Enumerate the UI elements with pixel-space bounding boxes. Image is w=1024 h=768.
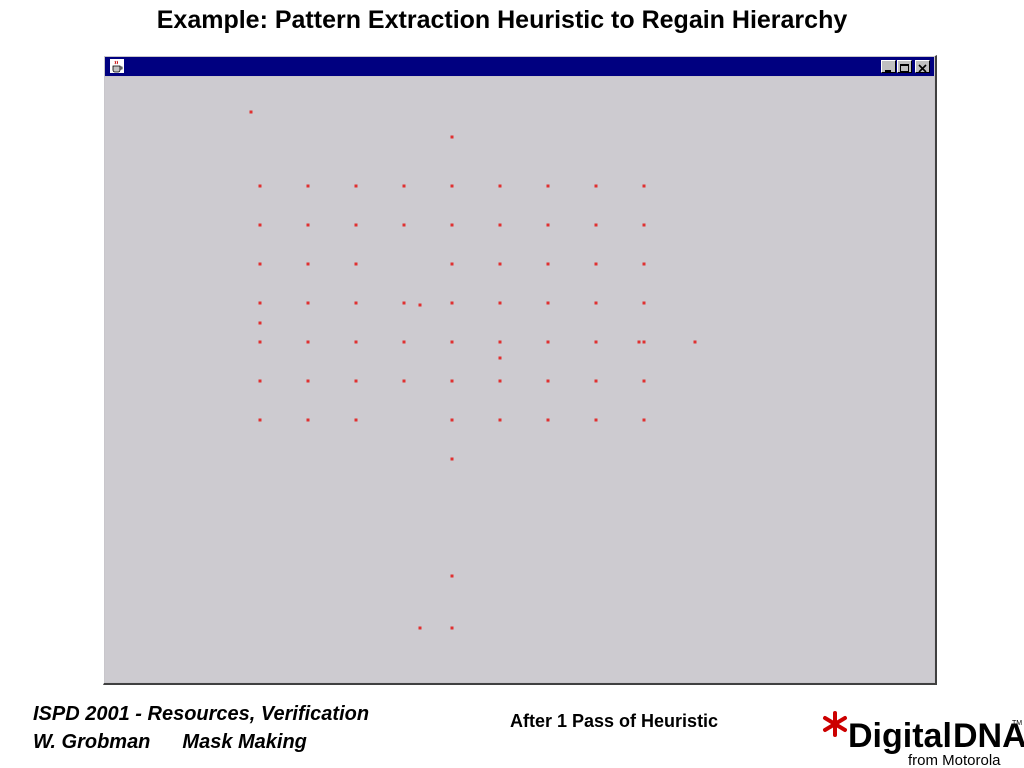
plot-point [402, 340, 406, 344]
plot-point [249, 110, 253, 114]
plot-point [354, 418, 358, 422]
plot-point [594, 262, 598, 266]
plot-point [258, 321, 262, 325]
plot-point [258, 184, 262, 188]
minimize-button[interactable] [881, 60, 896, 73]
plot-point [402, 301, 406, 305]
plot-point [418, 626, 422, 630]
plot-point [450, 340, 454, 344]
plot-point [594, 301, 598, 305]
java-coffee-icon[interactable] [109, 58, 125, 74]
plot-point [450, 301, 454, 305]
plot-point [258, 301, 262, 305]
plot-point [642, 301, 646, 305]
footer-conference: ISPD 2001 - Resources, Verification [33, 703, 370, 725]
drawing-canvas[interactable] [105, 77, 934, 682]
plot-point [594, 418, 598, 422]
plot-point [258, 223, 262, 227]
plot-point [693, 340, 697, 344]
footer-author: W. Grobman [33, 731, 151, 753]
plot-point [450, 626, 454, 630]
plot-point [258, 262, 262, 266]
slide-title: Example: Pattern Extraction Heuristic to… [156, 6, 848, 34]
logo-tm-text: TM [1012, 720, 1022, 727]
plot-point [450, 262, 454, 266]
plot-point [450, 223, 454, 227]
plot-point [594, 223, 598, 227]
plot-point [546, 184, 550, 188]
digital-dna-logo: Digital DNA TM from Motorola [823, 711, 1024, 768]
plot-point [498, 184, 502, 188]
plot-point [546, 223, 550, 227]
plot-point [642, 418, 646, 422]
plot-point [306, 340, 310, 344]
plot-point [498, 379, 502, 383]
plot-point [498, 223, 502, 227]
plot-point [450, 379, 454, 383]
plot-point [354, 184, 358, 188]
plot-point [498, 418, 502, 422]
plot-point [450, 184, 454, 188]
close-icon [918, 64, 927, 73]
footer-topic: Mask Making [182, 731, 307, 753]
plot-point [306, 223, 310, 227]
plot-point [642, 340, 646, 344]
plot-point [402, 184, 406, 188]
logo-digital-text: Digital [848, 717, 952, 755]
plot-point [258, 379, 262, 383]
plot-point [306, 379, 310, 383]
plot-point [450, 574, 454, 578]
plot-point [594, 379, 598, 383]
maximize-button[interactable] [897, 60, 912, 73]
plot-point [546, 340, 550, 344]
minimize-icon [885, 70, 891, 72]
plot-point [354, 379, 358, 383]
plot-point [450, 418, 454, 422]
plot-point [594, 184, 598, 188]
plot-point [642, 262, 646, 266]
plot-point [450, 135, 454, 139]
plot-point [306, 184, 310, 188]
plot-point [642, 379, 646, 383]
maximize-icon [900, 64, 909, 72]
plot-point [418, 303, 422, 307]
plot-point [354, 340, 358, 344]
plot-point [354, 262, 358, 266]
plot-point [546, 301, 550, 305]
footer-author-line: W. Grobman Mask Making [33, 728, 369, 756]
plot-point [498, 340, 502, 344]
window-titlebar[interactable] [105, 57, 934, 76]
logo-dna-text: DNA [953, 717, 1024, 755]
plot-point [354, 223, 358, 227]
plot-point [402, 379, 406, 383]
plot-point [258, 418, 262, 422]
plot-point [498, 262, 502, 266]
plot-point [594, 340, 598, 344]
plot-point [450, 457, 454, 461]
plot-point [306, 418, 310, 422]
plot-point [642, 184, 646, 188]
pattern-plot [249, 110, 697, 630]
plot-point [637, 340, 641, 344]
footer-info: ISPD 2001 - Resources, Verification W. G… [33, 700, 369, 756]
plot-point [306, 262, 310, 266]
close-button[interactable] [915, 60, 930, 73]
plot-point [642, 223, 646, 227]
plot-point [546, 418, 550, 422]
plot-point [306, 301, 310, 305]
plot-point [258, 340, 262, 344]
app-window [103, 55, 937, 685]
slide-caption: After 1 Pass of Heuristic [510, 711, 719, 731]
plot-point [354, 301, 358, 305]
plot-point [546, 379, 550, 383]
plot-point [498, 301, 502, 305]
plot-point [498, 356, 502, 360]
plot-point [402, 223, 406, 227]
plot-point [546, 262, 550, 266]
logo-sub-text: from Motorola [908, 752, 1001, 768]
